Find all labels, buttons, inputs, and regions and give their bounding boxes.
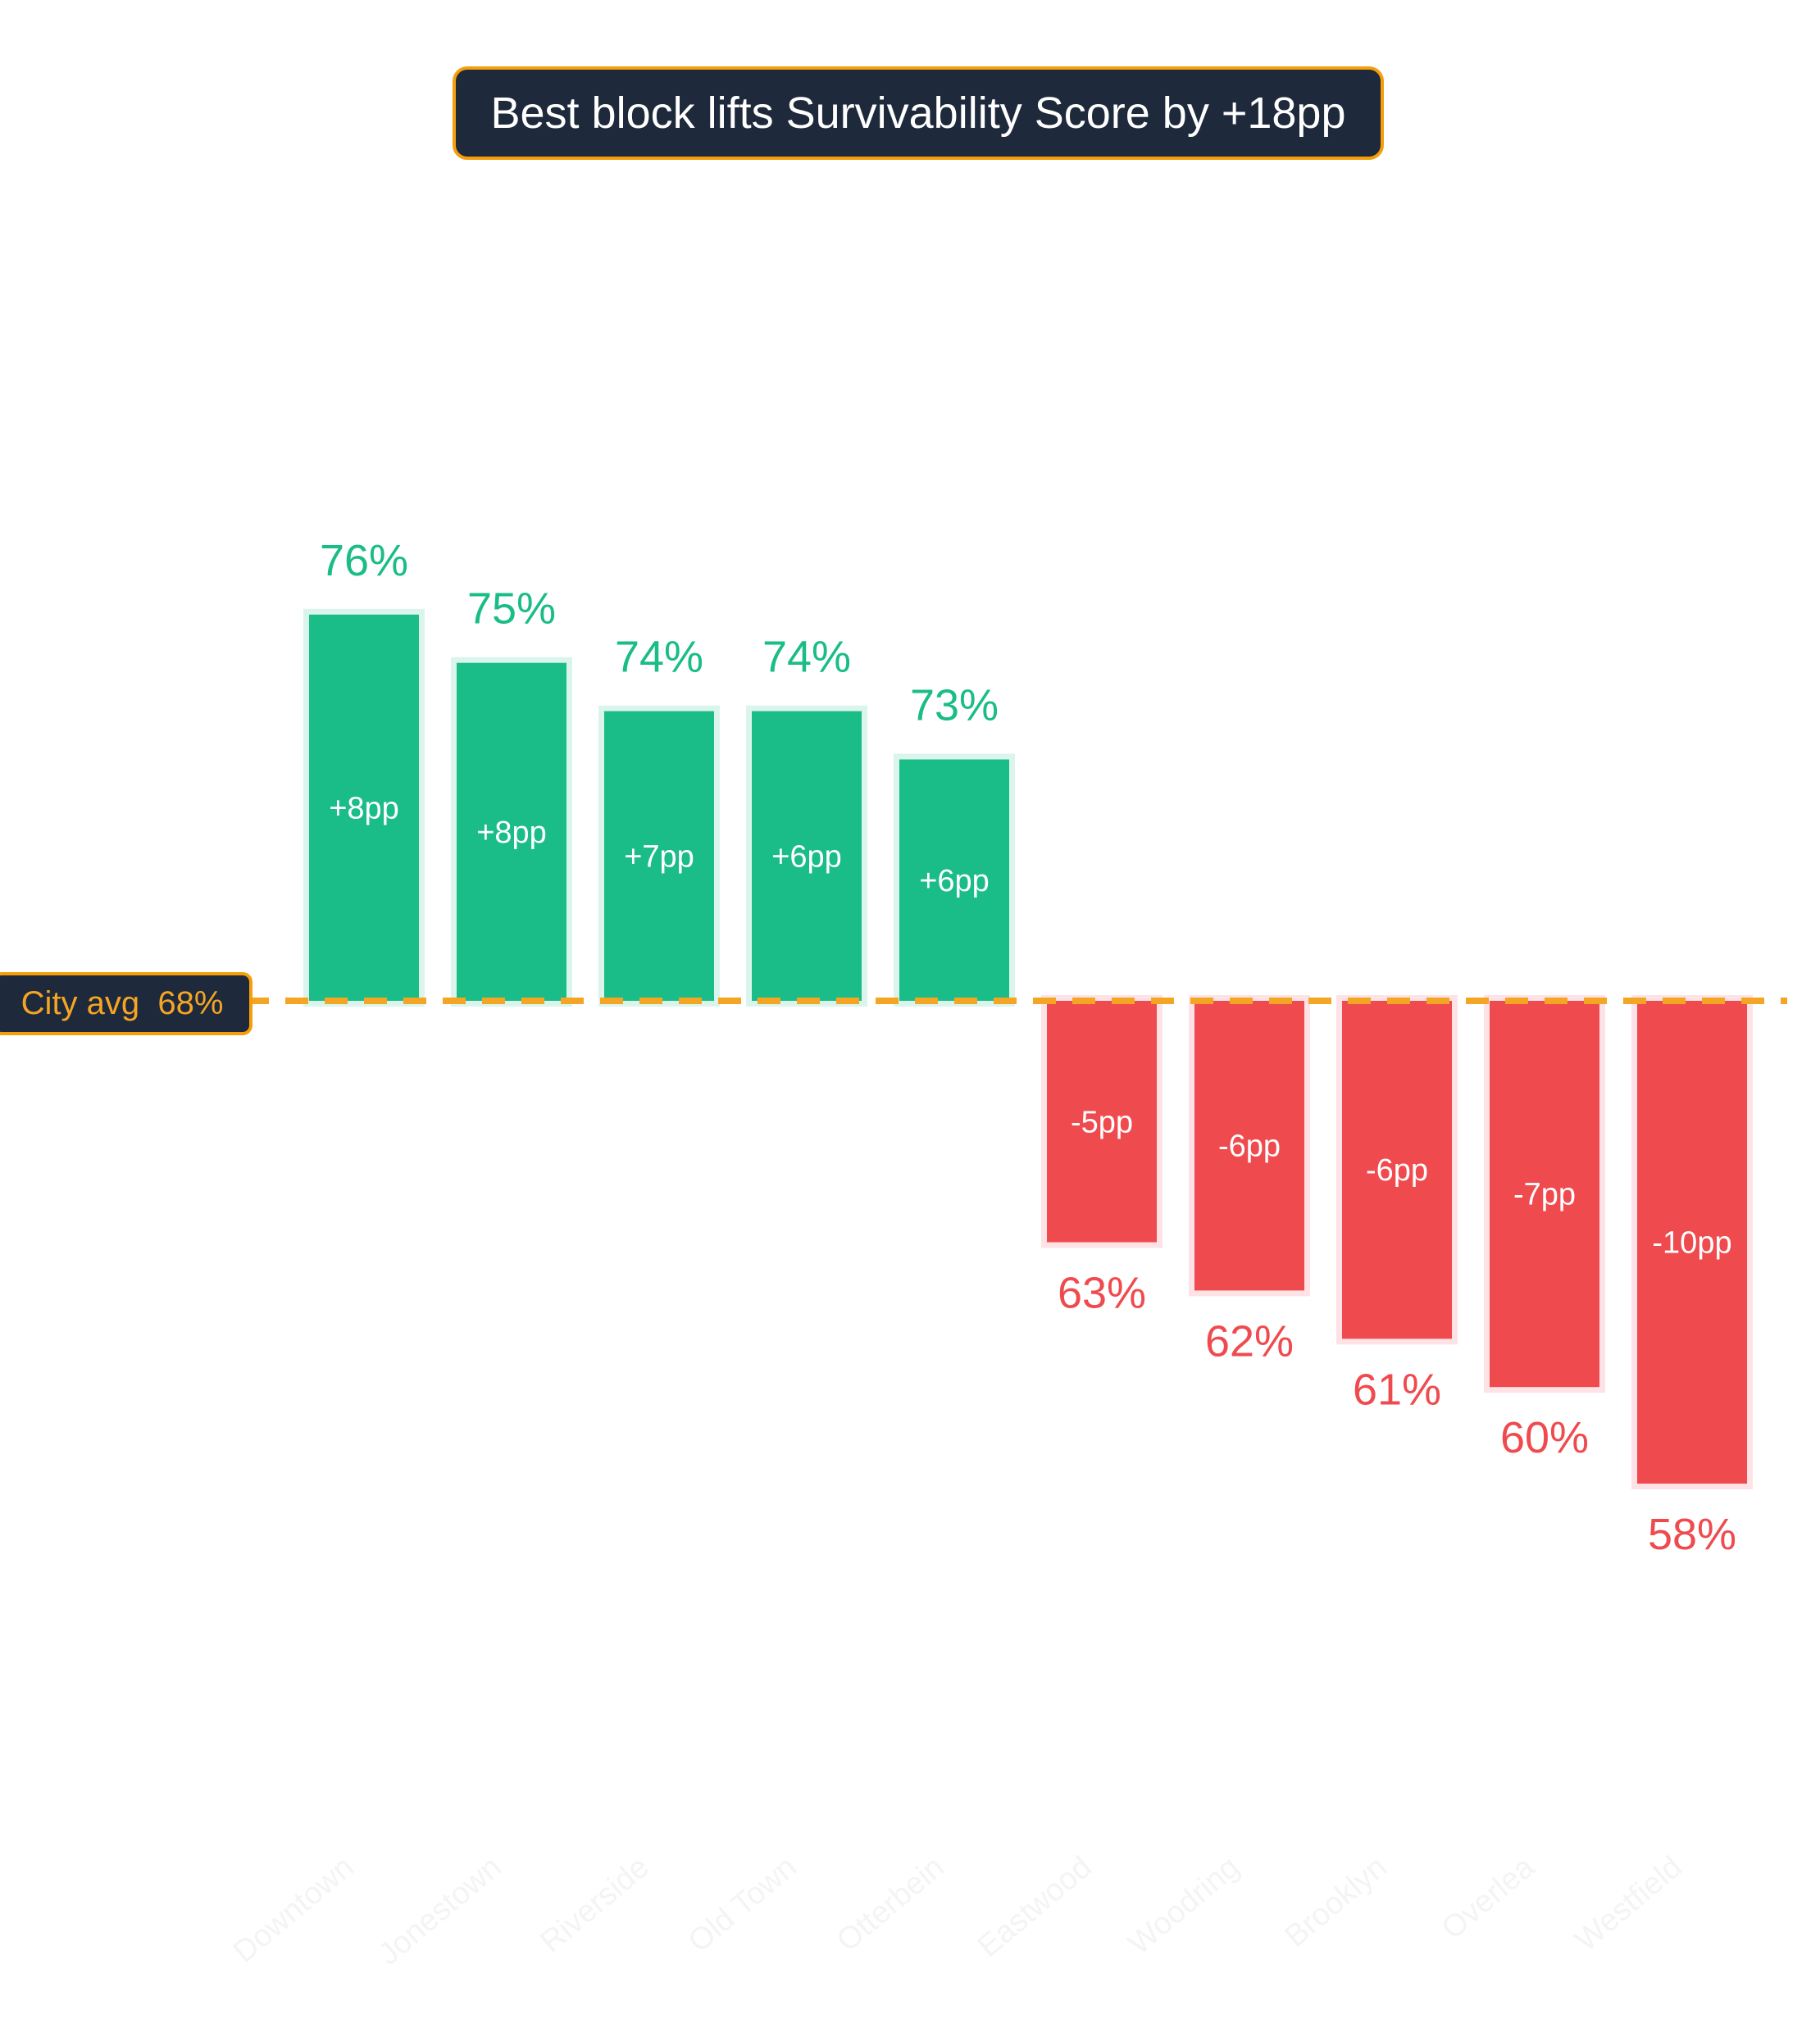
category-tick-label: Overlea — [1436, 1849, 1542, 1946]
category-tick-label: Otterbein — [830, 1850, 951, 1959]
bar-delta-label: +8pp — [476, 816, 547, 850]
category-tick-label: Jonestown — [372, 1850, 508, 1972]
bar-delta-label: -6pp — [1218, 1130, 1281, 1164]
category-tick-label: Brooklyn — [1279, 1850, 1394, 1954]
bar-value-label: 58% — [1648, 1510, 1736, 1559]
bar — [457, 662, 566, 1001]
bar-delta-label: +6pp — [919, 864, 990, 898]
bar-value-label: 63% — [1058, 1269, 1146, 1318]
category-tick-label: Riverside — [534, 1850, 655, 1960]
bar — [604, 711, 714, 1001]
bar-value-label: 75% — [467, 584, 556, 634]
bar — [1637, 1001, 1747, 1484]
bar-delta-label: +7pp — [624, 839, 694, 874]
bar-value-label: 61% — [1353, 1365, 1441, 1414]
bar — [1490, 1001, 1599, 1388]
chart-title: Best block lifts Survivability Score by … — [453, 66, 1384, 160]
category-tick-label: Eastwood — [971, 1850, 1099, 1964]
bar — [1047, 1001, 1157, 1243]
bar-value-label: 74% — [615, 633, 703, 682]
category-tick-label: Westfield — [1569, 1850, 1689, 1958]
bar-delta-label: +6pp — [771, 839, 842, 874]
bar-value-label: 76% — [320, 536, 408, 585]
bar — [1194, 1001, 1304, 1291]
bar-value-label: 62% — [1205, 1316, 1294, 1366]
bar-delta-label: -5pp — [1071, 1105, 1133, 1139]
reference-label: City avg 68% — [0, 972, 253, 1035]
category-tick-label: Woodring — [1122, 1850, 1246, 1961]
bar — [1342, 1001, 1452, 1339]
bar — [309, 614, 419, 1001]
bar-value-label: 74% — [762, 633, 851, 682]
bar-value-label: 73% — [910, 681, 999, 730]
bar-delta-label: +8pp — [329, 791, 399, 825]
bar — [752, 711, 862, 1001]
category-tick-label: Old Town — [682, 1850, 803, 1960]
bar — [899, 759, 1009, 1001]
category-tick-label: Downtown — [227, 1850, 361, 1970]
bar-delta-label: -7pp — [1513, 1178, 1576, 1212]
bar-delta-label: -6pp — [1366, 1153, 1428, 1188]
bar-value-label: 60% — [1500, 1413, 1589, 1462]
bar-delta-label: -10pp — [1652, 1226, 1731, 1261]
